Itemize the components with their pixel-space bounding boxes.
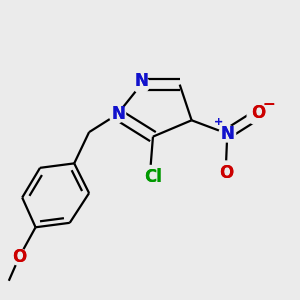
Circle shape <box>219 125 236 142</box>
Text: N: N <box>220 125 234 143</box>
Text: −: − <box>262 97 275 112</box>
Text: N: N <box>112 105 126 123</box>
Text: N: N <box>220 125 234 143</box>
Circle shape <box>142 166 158 182</box>
Circle shape <box>133 76 149 93</box>
Text: +: + <box>214 117 224 128</box>
Text: O: O <box>12 248 26 266</box>
Text: N: N <box>134 72 148 90</box>
Text: Cl: Cl <box>144 168 162 186</box>
Circle shape <box>247 107 264 124</box>
Text: Cl: Cl <box>144 168 162 186</box>
Circle shape <box>218 161 234 178</box>
Text: N: N <box>134 72 148 90</box>
Text: +: + <box>214 117 224 128</box>
Text: −: − <box>262 97 275 112</box>
Text: O: O <box>12 248 26 266</box>
Text: O: O <box>251 104 266 122</box>
Text: O: O <box>251 104 266 122</box>
Text: O: O <box>219 164 233 182</box>
Text: N: N <box>112 105 126 123</box>
Circle shape <box>11 249 28 265</box>
Circle shape <box>109 106 126 123</box>
Text: O: O <box>219 164 233 182</box>
